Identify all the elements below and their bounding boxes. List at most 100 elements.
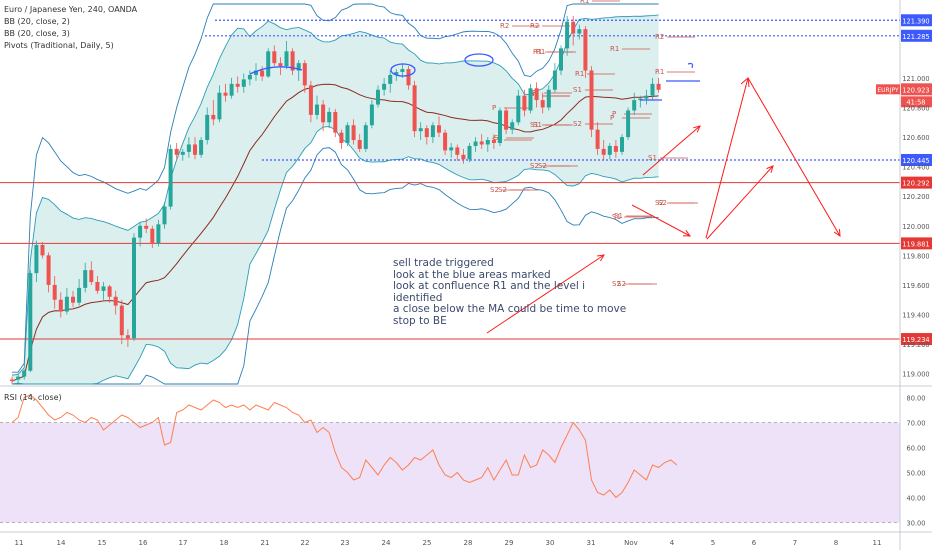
candle-body[interactable] <box>382 83 387 90</box>
candle-body[interactable] <box>376 89 380 105</box>
candle-body[interactable] <box>620 137 624 152</box>
candle-body[interactable] <box>571 21 576 34</box>
candle-body[interactable] <box>528 88 533 111</box>
indicator-legend-bb2[interactable]: BB (20, close, 2) <box>4 17 70 26</box>
candle-body[interactable] <box>180 151 185 155</box>
candle-body[interactable] <box>89 270 94 282</box>
candle-body[interactable] <box>485 140 490 145</box>
candle-body[interactable] <box>321 104 326 123</box>
candle-body[interactable] <box>467 145 472 160</box>
candle-body[interactable] <box>491 140 496 143</box>
candle-body[interactable] <box>607 145 612 155</box>
candle-body[interactable] <box>71 296 75 303</box>
candle-body[interactable] <box>266 51 271 77</box>
candle-body[interactable] <box>211 114 216 120</box>
candle-body[interactable] <box>461 154 466 160</box>
candle-body[interactable] <box>223 92 228 96</box>
candle-body[interactable] <box>363 125 368 149</box>
candle-body[interactable] <box>583 29 588 71</box>
candle-body[interactable] <box>150 228 155 244</box>
candle-body[interactable] <box>95 281 100 291</box>
candle-body[interactable] <box>229 83 234 96</box>
candle-body[interactable] <box>577 29 582 34</box>
candle-body[interactable] <box>46 255 51 285</box>
price-axis[interactable]: 121.390 121.285 120.445 120.292 119.881 119.2… <box>876 0 932 550</box>
candle-body[interactable] <box>638 98 643 101</box>
candle-body[interactable] <box>369 104 374 126</box>
candle-body[interactable] <box>650 83 655 96</box>
candle-body[interactable] <box>34 245 39 274</box>
candle-body[interactable] <box>546 89 551 108</box>
candle-body[interactable] <box>156 224 161 244</box>
candle-body[interactable] <box>235 83 240 87</box>
candle-body[interactable] <box>241 79 246 87</box>
candle-body[interactable] <box>552 70 557 90</box>
candle-body[interactable] <box>174 148 179 155</box>
candle-body[interactable] <box>644 95 649 99</box>
candle-body[interactable] <box>455 147 460 155</box>
candle-body[interactable] <box>437 125 441 133</box>
candle-body[interactable] <box>656 83 661 90</box>
candle-body[interactable] <box>559 48 563 71</box>
candle-body[interactable] <box>339 132 344 143</box>
candle-body[interactable] <box>205 114 210 141</box>
candle-body[interactable] <box>510 122 515 130</box>
candle-body[interactable] <box>534 88 539 101</box>
candle-body[interactable] <box>516 95 521 123</box>
candle-body[interactable] <box>302 63 307 86</box>
candle-body[interactable] <box>254 70 258 75</box>
candle-body[interactable] <box>10 379 14 382</box>
candle-body[interactable] <box>193 144 197 155</box>
candle-body[interactable] <box>308 85 313 115</box>
time-axis[interactable]: 11 14 15 16 17 18 21 22 23 24 25 28 29 30 31 Nov 4 5 6 7 8 11 <box>0 531 932 547</box>
candle-body[interactable] <box>595 129 600 149</box>
candle-body[interactable] <box>296 63 301 71</box>
price-pane[interactable]: R2 R1 S1 S2 P S1 S2 R1 P S1 S2 R2 R1 P S1 S2 R1 P S1 S2 R2 R1… <box>0 0 932 387</box>
candle-body[interactable] <box>498 110 502 143</box>
candle-body[interactable] <box>260 70 265 77</box>
candle-body[interactable] <box>22 370 27 377</box>
rsi-legend[interactable]: RSI (14, close) <box>4 393 62 402</box>
candle-body[interactable] <box>315 104 319 115</box>
candle-body[interactable] <box>138 225 143 238</box>
candle-body[interactable] <box>394 72 399 75</box>
candle-body[interactable] <box>443 132 448 151</box>
candle-body[interactable] <box>632 100 637 111</box>
candle-body[interactable] <box>473 141 478 146</box>
candle-body[interactable] <box>504 110 509 130</box>
candle-body[interactable] <box>199 140 204 155</box>
indicator-legend-bb3[interactable]: BB (20, close, 3) <box>4 29 70 38</box>
candle-body[interactable] <box>412 85 417 132</box>
indicator-legend-pivots[interactable]: Pivots (Traditional, Daily, 5) <box>4 41 114 50</box>
candle-body[interactable] <box>168 148 173 207</box>
candle-body[interactable] <box>77 287 82 303</box>
candle-body[interactable] <box>613 145 618 152</box>
candle-body[interactable] <box>400 69 405 73</box>
candle-body[interactable] <box>388 74 393 84</box>
candle-body[interactable] <box>290 51 295 71</box>
candle-body[interactable] <box>479 141 484 145</box>
candle-body[interactable] <box>272 51 277 64</box>
candle-body[interactable] <box>345 125 350 143</box>
candle-body[interactable] <box>113 296 118 306</box>
candle-body[interactable] <box>28 273 33 371</box>
candle-body[interactable] <box>144 225 149 229</box>
candle-body[interactable] <box>101 286 106 291</box>
candle-body[interactable] <box>626 110 631 138</box>
candle-body[interactable] <box>83 270 88 288</box>
candle-body[interactable] <box>351 125 356 141</box>
candle-body[interactable] <box>418 128 423 132</box>
candle-body[interactable] <box>601 148 606 155</box>
candle-body[interactable] <box>132 237 136 339</box>
rsi-pane[interactable] <box>0 394 900 523</box>
candle-body[interactable] <box>186 144 191 152</box>
candle-body[interactable] <box>107 286 112 297</box>
candle-body[interactable] <box>540 100 545 108</box>
candle-body[interactable] <box>16 376 21 380</box>
candle-body[interactable] <box>162 206 167 225</box>
candle-body[interactable] <box>119 305 124 336</box>
candle-body[interactable] <box>278 63 283 67</box>
candle-body[interactable] <box>64 296 69 312</box>
candle-body[interactable] <box>357 140 362 149</box>
candle-body[interactable] <box>58 299 63 312</box>
